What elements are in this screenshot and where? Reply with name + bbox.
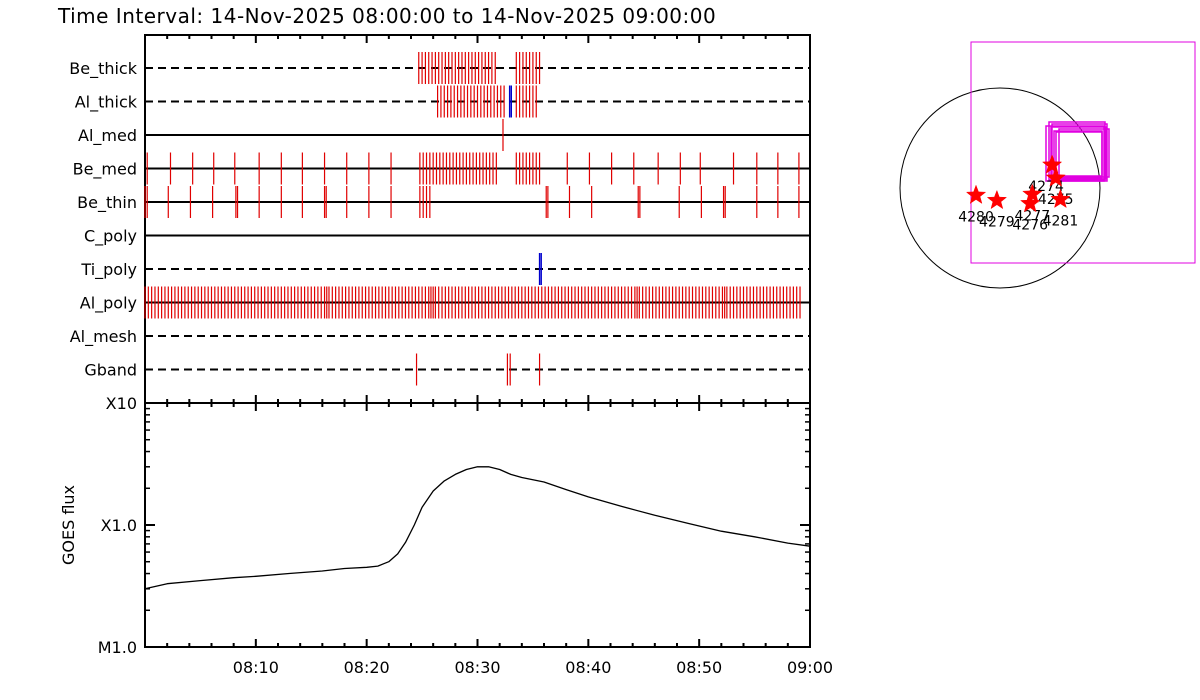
imaging-box xyxy=(1058,128,1110,178)
solar-limb xyxy=(899,87,1101,289)
timeline-panel: Be_thick Al_thick Al_med Be_med Be_thin C_pol… xyxy=(69,34,811,404)
x-tick-label: 08:20 xyxy=(344,658,390,677)
channel-label-ti_poly: Ti_poly xyxy=(80,260,137,280)
y-tick-label: X10 xyxy=(106,394,137,413)
goes-frame xyxy=(144,402,811,648)
active-region-star xyxy=(1022,183,1043,203)
active-region-star xyxy=(1041,154,1063,174)
plot-title: Time Interval: 14-Nov-2025 08:00:00 to 1… xyxy=(57,4,716,28)
active-region-star xyxy=(1020,192,1041,213)
imaging-box xyxy=(1050,126,1107,180)
channel-label-be_thin: Be_thin xyxy=(77,193,137,213)
goes-flux-line xyxy=(144,466,811,590)
channel-label-be_thick: Be_thick xyxy=(69,59,137,79)
imaging-box xyxy=(1053,130,1103,177)
field-of-view-box xyxy=(970,41,1196,264)
y-axis-label: GOES flux xyxy=(59,485,78,565)
active-region-label: 4281 xyxy=(1043,213,1079,229)
x-tick-label: 08:30 xyxy=(454,658,500,677)
channel-label-al_mesh: Al_mesh xyxy=(70,327,137,347)
x-tick-label: 08:10 xyxy=(233,658,279,677)
y-tick-label: X1.0 xyxy=(101,516,137,535)
active-region-star xyxy=(986,189,1008,210)
channel-label-c_poly: C_poly xyxy=(84,227,137,247)
x-tick-label: 08:40 xyxy=(565,658,611,677)
region-map-panel: 4274427542774276428042794281 xyxy=(899,41,1196,289)
channel-label-gband: Gband xyxy=(84,361,137,380)
active-region-star xyxy=(1050,188,1071,209)
x-tick-label: 09:00 xyxy=(787,658,833,677)
active-region-star xyxy=(1045,167,1066,187)
active-region-label: 4279 xyxy=(979,215,1015,231)
active-region-star xyxy=(965,184,987,204)
goes-panel: 08:10 08:20 08:30 08:40 08:50 09:00 M1.0 X1.0 X1… xyxy=(59,394,833,677)
imaging-box xyxy=(1055,131,1103,179)
y-tick-label: M1.0 xyxy=(98,638,137,657)
active-region-label: 4277 xyxy=(1014,208,1050,224)
imaging-box xyxy=(1051,123,1108,182)
active-region-label: 4276 xyxy=(1012,218,1048,234)
channel-label-al_med: Al_med xyxy=(78,126,137,146)
channel-label-al_poly: Al_poly xyxy=(80,294,137,314)
active-region-label: 4280 xyxy=(958,209,994,225)
x-tick-label: 08:50 xyxy=(676,658,722,677)
channel-label-al_thick: Al_thick xyxy=(75,93,138,113)
channel-label-be_med: Be_med xyxy=(73,160,137,180)
imaging-box xyxy=(1048,121,1106,181)
